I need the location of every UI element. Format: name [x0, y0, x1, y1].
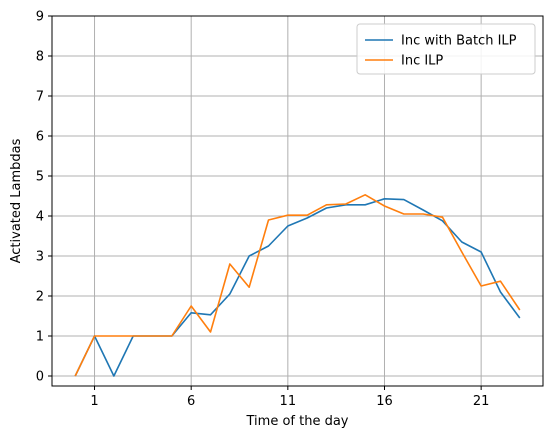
series-lines: [74, 194, 521, 377]
y-tick-label: 8: [36, 50, 44, 65]
plot-area-frame: [51, 15, 544, 387]
y-axis-ticks: 0 1 2 3 4 5 6 7 8 9: [36, 10, 52, 385]
y-tick-label: 6: [36, 130, 44, 145]
x-tick-label: 21: [473, 394, 490, 409]
y-tick-label: 7: [36, 90, 44, 105]
x-tick-label: 6: [187, 394, 195, 409]
y-tick-label: 1: [36, 330, 44, 345]
x-tick-label: 11: [280, 394, 297, 409]
y-tick-label: 9: [36, 10, 44, 25]
legend-label-1: Inc with Batch ILP: [401, 34, 517, 49]
x-axis-label: Time of the day: [246, 414, 349, 429]
series-line-2: [74, 194, 521, 377]
x-tick-label: 16: [376, 394, 393, 409]
y-tick-label: 0: [36, 370, 44, 385]
legend: Inc with Batch ILP Inc ILP: [356, 23, 536, 75]
legend-label-2: Inc ILP: [401, 54, 443, 69]
series-line-1: [74, 198, 521, 377]
legend-box: [356, 23, 536, 75]
y-tick-label: 5: [36, 170, 44, 185]
y-tick-label: 4: [36, 210, 44, 225]
y-axis-label: Activated Lambdas: [9, 138, 24, 263]
x-tick-label: 1: [90, 394, 98, 409]
x-axis-ticks: 1 6 11 16 21: [90, 386, 489, 409]
y-tick-label: 3: [36, 250, 44, 265]
y-tick-label: 2: [36, 290, 44, 305]
